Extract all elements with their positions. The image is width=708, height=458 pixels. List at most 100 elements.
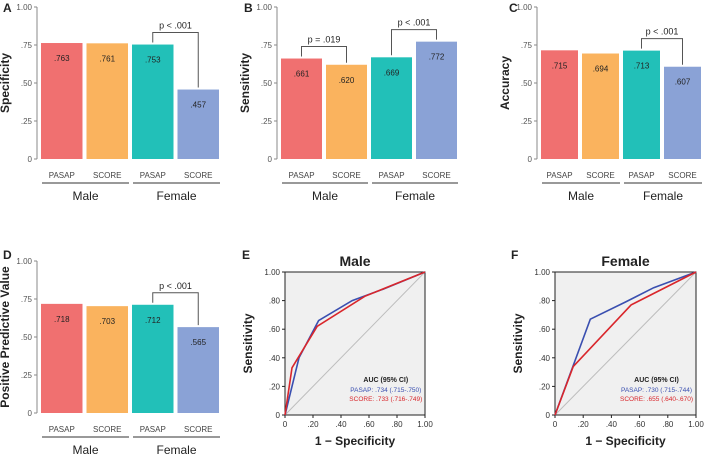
y-tick-label: .60: [269, 325, 281, 334]
roc-curve-score: [554, 271, 697, 416]
legend-title: AUC (95% CI): [634, 377, 679, 384]
bar-value-label: .763: [54, 54, 70, 63]
y-tick-label: 0: [28, 155, 33, 164]
bar: [41, 43, 83, 159]
bar-value-label: .753: [145, 56, 161, 65]
bar-value-label: .761: [99, 54, 115, 63]
bar: [416, 41, 457, 159]
panel-letter-F: F: [511, 248, 518, 262]
bar: [664, 66, 701, 159]
y-tick-label: .75: [261, 41, 273, 50]
y-tick-label: 0: [546, 411, 551, 420]
bar-value-label: .713: [634, 62, 650, 71]
legend-entry-pasap: PASAP: .730 (.715-.744): [621, 387, 692, 394]
bar-value-label: .715: [552, 61, 568, 70]
x-tick-label: PASAP: [49, 171, 75, 180]
legend-entry-score: SCORE: .655 (.640-.670): [620, 396, 693, 403]
x-tick-label: PASAP: [140, 425, 166, 434]
y-tick-label: .50: [521, 79, 533, 88]
significance-bracket: [152, 32, 199, 88]
legend-entry-score: SCORE: .733 (.716-.749): [349, 396, 422, 403]
y-tick-label: .50: [261, 79, 273, 88]
x-tick-label: .60: [634, 420, 646, 429]
y-tick-label: .20: [269, 382, 281, 391]
significance-bracket: [152, 292, 199, 326]
x-tick-label: .40: [335, 420, 347, 429]
legend-entry-pasap: PASAP: .734 (.715-.750): [350, 387, 421, 394]
y-tick-label: 0: [28, 409, 33, 418]
y-tick-label: .25: [21, 117, 33, 126]
x-tick-label: PASAP: [49, 425, 75, 434]
reference-diagonal: [554, 271, 697, 416]
bar-value-label: .661: [294, 70, 310, 79]
x-tick-label: 0: [283, 420, 288, 429]
bar: [177, 89, 219, 159]
panel-letter-A: A: [3, 1, 12, 15]
y-axis-label: Sensitivity: [511, 313, 525, 373]
y-axis-label: Sensitivity: [241, 313, 255, 373]
significance-bracket: [301, 46, 347, 63]
bar: [281, 58, 322, 159]
y-tick-label: .75: [21, 295, 33, 304]
y-tick-label: .25: [21, 371, 33, 380]
y-tick-label: 0: [268, 155, 273, 164]
bar: [132, 304, 174, 413]
y-tick-label: .60: [539, 325, 551, 334]
x-tick-label: SCORE: [93, 171, 121, 180]
bar: [86, 43, 128, 159]
group-label: Female: [156, 189, 196, 203]
panel-letter-B: B: [244, 1, 253, 15]
group-label: Male: [312, 189, 338, 203]
panel-letter-E: E: [242, 248, 250, 262]
significance-label: p = .019: [308, 35, 341, 45]
x-tick-label: .80: [662, 420, 674, 429]
group-label: Female: [395, 189, 435, 203]
panel-letter-D: D: [3, 248, 12, 262]
y-tick-label: 0: [528, 155, 533, 164]
significance-label: p < .001: [398, 18, 431, 28]
bar-value-label: .607: [675, 78, 691, 87]
group-label: Male: [568, 189, 594, 203]
x-tick-label: SCORE: [668, 171, 696, 180]
x-tick-label: SCORE: [586, 171, 614, 180]
bar-value-label: .457: [190, 101, 206, 110]
y-tick-label: 1.00: [16, 257, 32, 266]
roc-curve-score: [284, 271, 426, 416]
legend-title: AUC (95% CI): [363, 377, 408, 384]
bar-value-label: .772: [429, 53, 445, 62]
significance-bracket: [391, 29, 437, 56]
bar: [86, 306, 128, 413]
x-tick-label: 1.00: [417, 420, 433, 429]
bar: [541, 50, 578, 159]
x-tick-label: SCORE: [332, 171, 360, 180]
bar: [326, 64, 367, 159]
y-tick-label: .50: [21, 79, 33, 88]
y-axis-label: Sensitivity: [238, 53, 252, 113]
group-label: Male: [72, 189, 98, 203]
roc-title: Female: [601, 253, 649, 269]
x-axis-label: 1 − Specificity: [315, 434, 396, 448]
y-tick-label: .75: [521, 41, 533, 50]
bar-value-label: .703: [99, 317, 115, 326]
x-tick-label: SCORE: [184, 171, 212, 180]
bar: [623, 50, 660, 159]
y-tick-label: .25: [521, 117, 533, 126]
reference-diagonal: [284, 271, 426, 416]
roc-curve-pasap: [554, 271, 697, 416]
y-tick-label: 1.00: [264, 268, 280, 277]
x-tick-label: PASAP: [288, 171, 314, 180]
bar: [132, 44, 174, 159]
x-tick-label: SCORE: [184, 425, 212, 434]
x-tick-label: SCORE: [422, 171, 450, 180]
bar-value-label: .718: [54, 315, 70, 324]
x-tick-label: .80: [391, 420, 403, 429]
bar: [582, 53, 619, 159]
significance-label: p < .001: [646, 27, 679, 37]
significance-label: p < .001: [159, 281, 192, 291]
bar: [371, 57, 412, 160]
roc-title: Male: [339, 253, 370, 269]
group-label: Female: [156, 443, 196, 457]
y-tick-label: 1.00: [256, 3, 272, 12]
y-tick-label: .50: [21, 333, 33, 342]
y-tick-label: .80: [269, 297, 281, 306]
